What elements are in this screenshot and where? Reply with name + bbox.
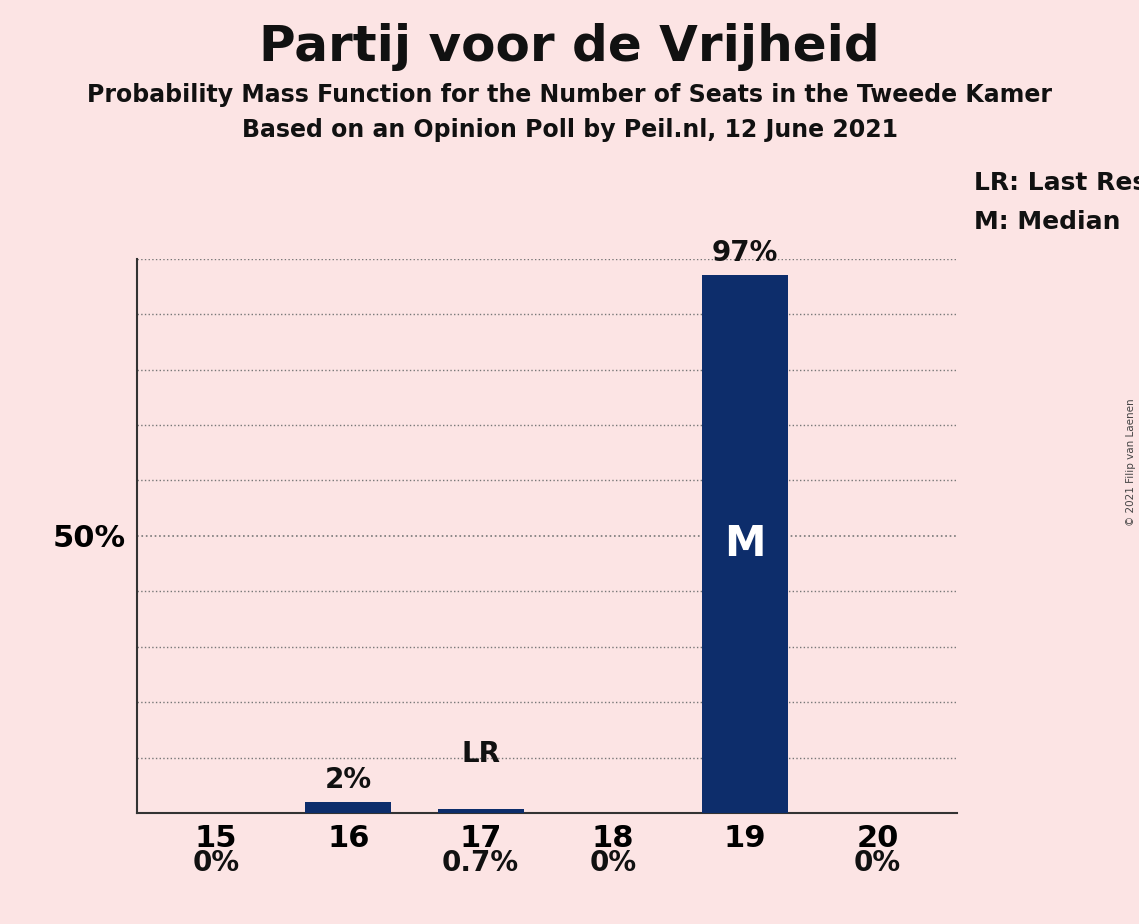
Bar <box>437 809 524 813</box>
Text: Based on an Opinion Poll by Peil.nl, 12 June 2021: Based on an Opinion Poll by Peil.nl, 12 … <box>241 118 898 142</box>
Text: M: Median: M: Median <box>974 210 1121 234</box>
Text: 0%: 0% <box>589 849 637 877</box>
Text: 0%: 0% <box>192 849 239 877</box>
Text: © 2021 Filip van Laenen: © 2021 Filip van Laenen <box>1126 398 1136 526</box>
Text: Partij voor de Vrijheid: Partij voor de Vrijheid <box>260 23 879 71</box>
Text: 2%: 2% <box>325 766 371 794</box>
Bar <box>702 275 788 813</box>
Text: LR: Last Result: LR: Last Result <box>974 171 1139 195</box>
Text: 0.7%: 0.7% <box>442 849 519 877</box>
Text: Probability Mass Function for the Number of Seats in the Tweede Kamer: Probability Mass Function for the Number… <box>87 83 1052 107</box>
Text: LR: LR <box>461 739 500 768</box>
Bar <box>305 802 392 813</box>
Text: M: M <box>724 523 765 565</box>
Text: 97%: 97% <box>712 239 778 267</box>
Text: 0%: 0% <box>854 849 901 877</box>
